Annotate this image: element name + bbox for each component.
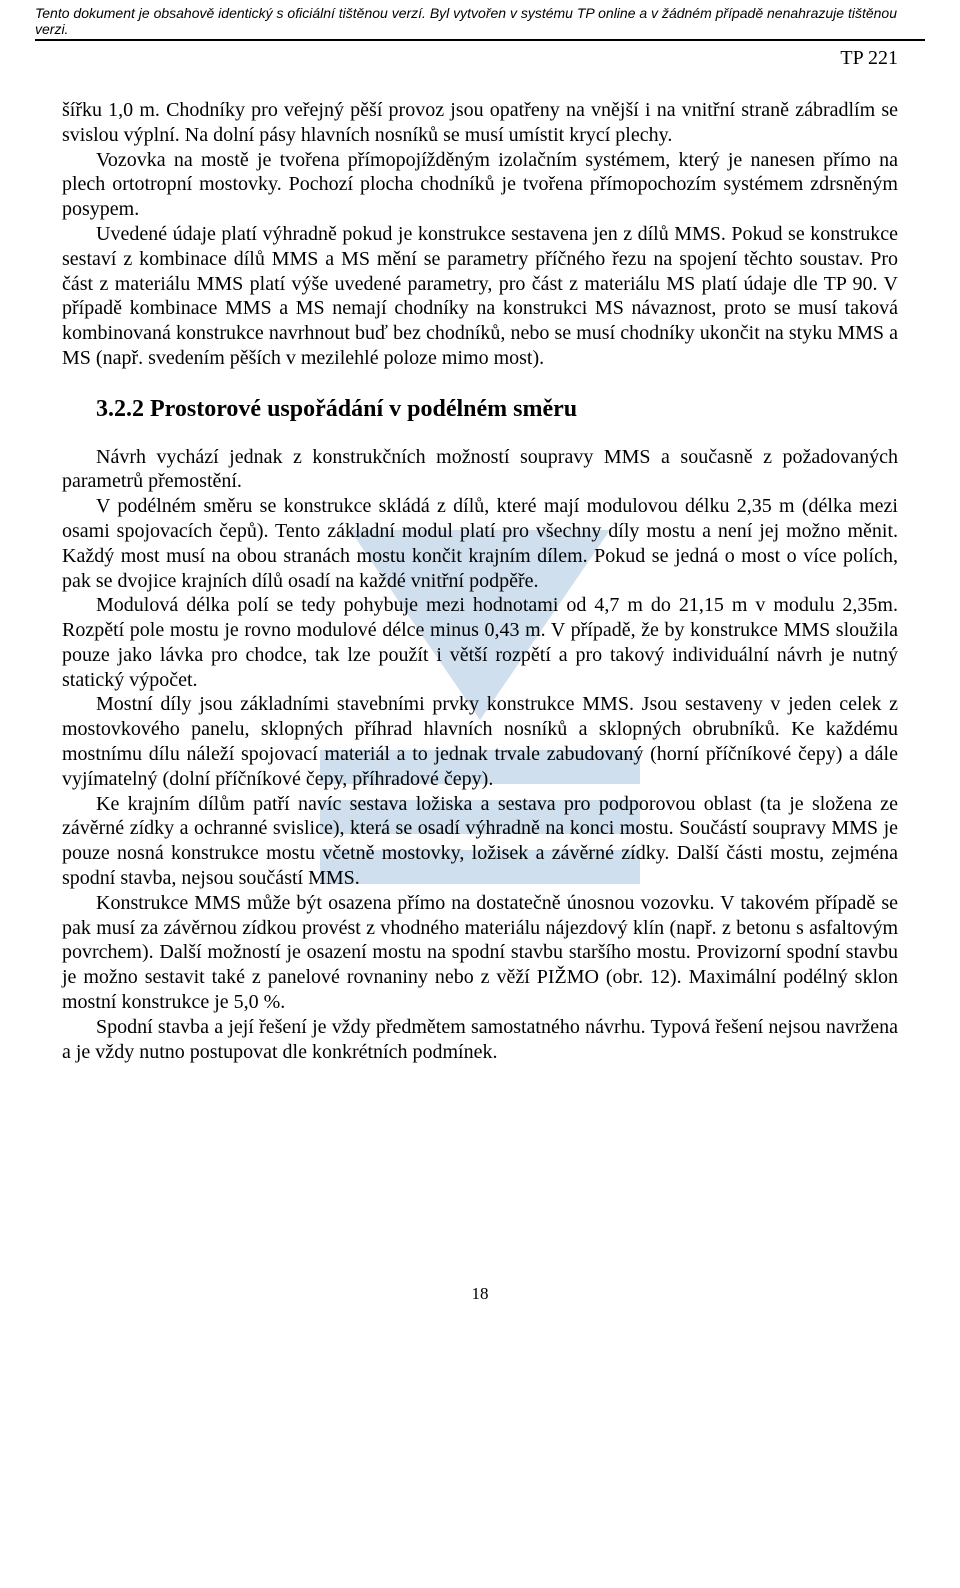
paragraph-2: Vozovka na mostě je tvořena přímopojíždě… bbox=[62, 148, 898, 222]
section-heading-3-2-2: 3.2.2 Prostorové uspořádání v podélném s… bbox=[96, 395, 898, 425]
paragraph-4: Návrh vychází jednak z konstrukčních mož… bbox=[62, 445, 898, 495]
header-bar: Tento dokument je obsahově identický s o… bbox=[0, 0, 960, 41]
paragraph-10: Spodní stavba a její řešení je vždy před… bbox=[62, 1015, 898, 1065]
header-notice: Tento dokument je obsahově identický s o… bbox=[35, 5, 925, 37]
page-number: 18 bbox=[0, 1064, 960, 1324]
paragraph-7: Mostní díly jsou základními stavebními p… bbox=[62, 692, 898, 791]
doc-code: TP 221 bbox=[0, 41, 960, 70]
paragraph-6: Modulová délka polí se tedy pohybuje mez… bbox=[62, 593, 898, 692]
paragraph-9: Konstrukce MMS může být osazena přímo na… bbox=[62, 891, 898, 1015]
paragraph-1: šířku 1,0 m. Chodníky pro veřejný pěší p… bbox=[62, 98, 898, 148]
paragraph-8: Ke krajním dílům patří navíc sestava lož… bbox=[62, 792, 898, 891]
page-body: šířku 1,0 m. Chodníky pro veřejný pěší p… bbox=[0, 70, 960, 1064]
paragraph-3: Uvedené údaje platí výhradně pokud je ko… bbox=[62, 222, 898, 371]
paragraph-5: V podélném směru se konstrukce skládá z … bbox=[62, 494, 898, 593]
